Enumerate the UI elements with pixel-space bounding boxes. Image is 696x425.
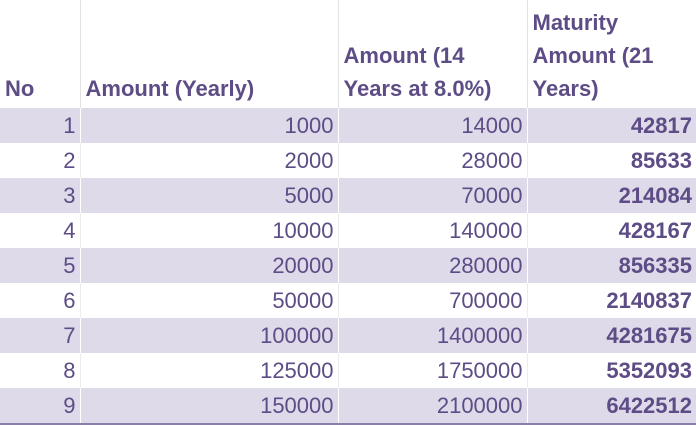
table-cell: 85633 [526, 143, 696, 178]
table-row: 1 1000 14000 42817 [0, 108, 696, 143]
table-row: 4 10000 140000 428167 [0, 213, 696, 248]
table-row: 3 5000 70000 214084 [0, 178, 696, 213]
table-cell: 5352093 [526, 353, 696, 388]
table-row: 8 125000 1750000 5352093 [0, 353, 696, 388]
table-row: 2 2000 28000 85633 [0, 143, 696, 178]
table-cell: 1 [0, 108, 80, 143]
table-cell: 2 [0, 143, 80, 178]
table-cell: 6 [0, 283, 80, 318]
table-cell: 9 [0, 388, 80, 425]
table-cell: 2140837 [526, 283, 696, 318]
table-cell: 5 [0, 248, 80, 283]
table-cell: 5000 [79, 178, 338, 213]
table-cell: 214084 [526, 178, 696, 213]
header-cell: No [5, 76, 35, 101]
table-row: 5 20000 280000 856335 [0, 248, 696, 283]
table-body: 1 1000 14000 42817 2 2000 28000 85633 3 5000 70000… [0, 108, 696, 425]
table-cell: 2000 [79, 143, 338, 178]
header-row: No Amount (Yearly) Amount (14 Years at 8… [0, 0, 696, 108]
header-cell: Amount (14 Years at 8.0%) [337, 0, 527, 108]
header-cell: Amount (Yearly) [79, 0, 338, 108]
table-cell: 70000 [337, 178, 527, 213]
table-row: 9 150000 2100000 6422512 [0, 388, 696, 425]
table-cell: 1400000 [337, 318, 527, 353]
table-cell: 1000 [79, 108, 338, 143]
table-cell: 125000 [79, 353, 338, 388]
table-cell: 14000 [337, 108, 527, 143]
table-cell: 7 [0, 318, 80, 353]
table-cell: 150000 [79, 388, 338, 425]
table-cell: 856335 [526, 248, 696, 283]
header-cell: Maturity Amount (21 Years) [526, 0, 696, 108]
table-cell: 4 [0, 213, 80, 248]
table-row: 7 100000 1400000 4281675 [0, 318, 696, 353]
table-cell: 428167 [526, 213, 696, 248]
table-cell: 50000 [79, 283, 338, 318]
table-cell: 100000 [79, 318, 338, 353]
table-cell: 4281675 [526, 318, 696, 353]
table-cell: 20000 [79, 248, 338, 283]
table-row: 6 50000 700000 2140837 [0, 283, 696, 318]
table-cell: 6422512 [526, 388, 696, 425]
table-cell: 8 [0, 353, 80, 388]
table-cell: 28000 [337, 143, 527, 178]
table-cell: 42817 [526, 108, 696, 143]
table-cell: 700000 [337, 283, 527, 318]
table-header: No Amount (Yearly) Amount (14 Years at 8… [0, 0, 696, 108]
table-cell: 10000 [79, 213, 338, 248]
table-cell: 3 [0, 178, 80, 213]
table-cell: 1750000 [337, 353, 527, 388]
table-cell: 2100000 [337, 388, 527, 425]
table-cell: 280000 [337, 248, 527, 283]
table-cell: 140000 [337, 213, 527, 248]
